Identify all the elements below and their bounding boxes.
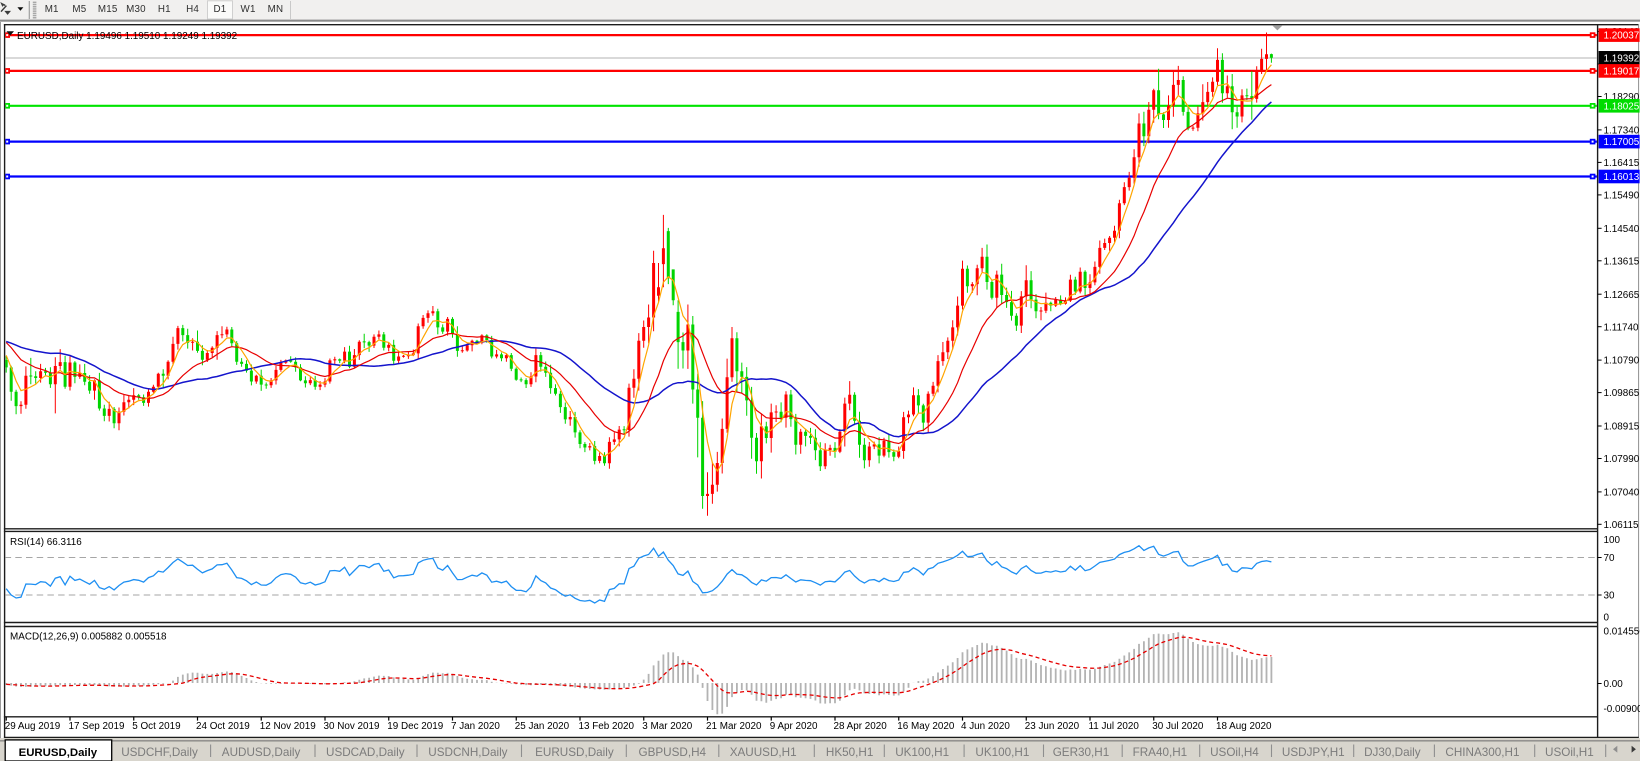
svg-text:4 Jun 2020: 4 Jun 2020: [961, 721, 1010, 732]
svg-text:30 Nov 2019: 30 Nov 2019: [324, 721, 381, 732]
svg-text:1.18290: 1.18290: [1604, 92, 1640, 103]
svg-text:0: 0: [1604, 612, 1610, 623]
svg-text:19 Dec 2019: 19 Dec 2019: [387, 721, 444, 732]
svg-text:1.06115: 1.06115: [1604, 520, 1639, 531]
svg-text:EURUSD,Daily: EURUSD,Daily: [19, 747, 98, 759]
svg-text:H4: H4: [186, 4, 199, 15]
svg-text:USOil,H1: USOil,H1: [1545, 746, 1594, 759]
svg-text:USDCNH,Daily: USDCNH,Daily: [428, 746, 507, 759]
svg-text:M1: M1: [45, 4, 59, 15]
svg-text:AUDUSD,Daily: AUDUSD,Daily: [222, 746, 301, 759]
svg-text:-0.009001: -0.009001: [1604, 704, 1640, 715]
svg-text:USOil,H4: USOil,H4: [1210, 746, 1259, 759]
svg-text:UK100,H1: UK100,H1: [895, 746, 949, 759]
svg-text:UK100,H1: UK100,H1: [975, 746, 1029, 759]
svg-text:16 May 2020: 16 May 2020: [897, 721, 955, 732]
svg-text:5 Oct 2019: 5 Oct 2019: [132, 721, 181, 732]
svg-text:11 Jul 2020: 11 Jul 2020: [1089, 721, 1140, 732]
svg-text:0.00: 0.00: [1604, 679, 1624, 690]
svg-text:D1: D1: [214, 4, 227, 15]
svg-text:18 Aug 2020: 18 Aug 2020: [1216, 721, 1272, 732]
svg-text:MN: MN: [268, 4, 284, 15]
svg-text:23 Jun 2020: 23 Jun 2020: [1025, 721, 1080, 732]
svg-text:17 Sep 2019: 17 Sep 2019: [69, 721, 126, 732]
svg-text:M5: M5: [72, 4, 86, 15]
svg-text:70: 70: [1604, 553, 1615, 564]
svg-text:0.014556: 0.014556: [1604, 627, 1640, 638]
svg-text:M30: M30: [126, 4, 146, 15]
svg-text:RSI(14) 66.3116: RSI(14) 66.3116: [10, 537, 82, 548]
svg-text:12 Nov 2019: 12 Nov 2019: [260, 721, 317, 732]
svg-text:9 Apr 2020: 9 Apr 2020: [770, 721, 818, 732]
svg-text:1.20037: 1.20037: [1604, 31, 1640, 42]
svg-text:7 Jan 2020: 7 Jan 2020: [451, 721, 500, 732]
svg-text:1.17340: 1.17340: [1604, 126, 1640, 137]
svg-text:MACD(12,26,9) 0.005882 0.00551: MACD(12,26,9) 0.005882 0.005518: [10, 632, 167, 643]
svg-text:EURUSD,Daily: EURUSD,Daily: [535, 746, 614, 759]
svg-text:1.10790: 1.10790: [1604, 356, 1640, 367]
svg-text:30 Jul 2020: 30 Jul 2020: [1152, 721, 1204, 732]
svg-text:H1: H1: [158, 4, 171, 15]
svg-text:29 Aug 2019: 29 Aug 2019: [5, 721, 61, 732]
svg-text:GER30,H1: GER30,H1: [1053, 746, 1110, 759]
svg-text:1.17005: 1.17005: [1604, 137, 1640, 148]
svg-text:1.08915: 1.08915: [1604, 422, 1640, 433]
svg-text:GBPUSD,H4: GBPUSD,H4: [639, 746, 707, 759]
svg-text:25 Jan 2020: 25 Jan 2020: [515, 721, 570, 732]
svg-text:W1: W1: [241, 4, 256, 15]
svg-text:3 Mar 2020: 3 Mar 2020: [642, 721, 692, 732]
svg-text:USDCHF,Daily: USDCHF,Daily: [121, 746, 198, 759]
svg-text:FRA40,H1: FRA40,H1: [1133, 746, 1188, 759]
svg-text:1.18025: 1.18025: [1604, 101, 1640, 112]
svg-text:1.15490: 1.15490: [1604, 191, 1640, 202]
svg-text:100: 100: [1604, 535, 1621, 546]
svg-text:28 Apr 2020: 28 Apr 2020: [834, 721, 888, 732]
svg-text:1.09865: 1.09865: [1604, 388, 1640, 399]
svg-text:1.13615: 1.13615: [1604, 256, 1640, 267]
svg-text:M15: M15: [98, 4, 118, 15]
svg-text:1.07040: 1.07040: [1604, 488, 1640, 499]
svg-text:USDJPY,H1: USDJPY,H1: [1282, 746, 1345, 759]
svg-text:1.16013: 1.16013: [1604, 172, 1640, 183]
svg-text:DJ30,Daily: DJ30,Daily: [1364, 746, 1421, 759]
svg-text:30: 30: [1604, 591, 1615, 602]
svg-text:24 Oct 2019: 24 Oct 2019: [196, 721, 250, 732]
svg-text:1.12665: 1.12665: [1604, 290, 1640, 301]
svg-text:1.11740: 1.11740: [1604, 322, 1639, 333]
svg-text:1.19017: 1.19017: [1604, 67, 1640, 78]
svg-text:21 Mar 2020: 21 Mar 2020: [706, 721, 762, 732]
svg-text:USDCAD,Daily: USDCAD,Daily: [326, 746, 405, 759]
svg-text:HK50,H1: HK50,H1: [826, 746, 873, 759]
svg-text:EURUSD,Daily 1.19496 1.19510 1: EURUSD,Daily 1.19496 1.19510 1.19249 1.1…: [17, 31, 237, 42]
svg-text:13 Feb 2020: 13 Feb 2020: [579, 721, 635, 732]
svg-text:1.19392: 1.19392: [1604, 53, 1640, 64]
svg-text:XAUUSD,H1: XAUUSD,H1: [730, 746, 797, 759]
svg-text:1.14540: 1.14540: [1604, 224, 1640, 235]
svg-text:1.07990: 1.07990: [1604, 454, 1640, 465]
svg-text:1.16415: 1.16415: [1604, 158, 1640, 169]
svg-text:CHINA300,H1: CHINA300,H1: [1445, 746, 1519, 759]
